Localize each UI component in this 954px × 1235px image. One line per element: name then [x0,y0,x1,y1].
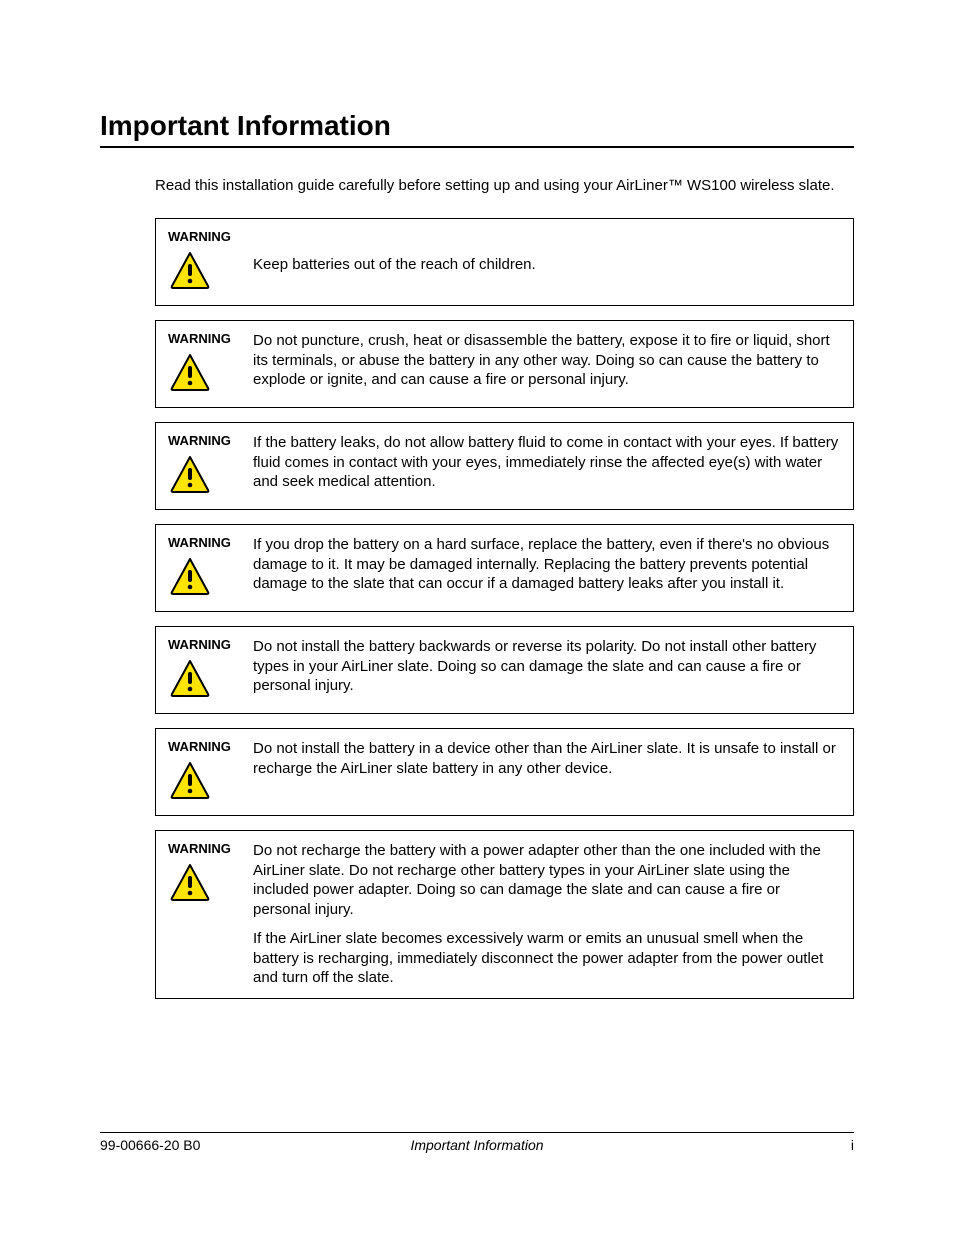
warning-box: WARNINGDo not puncture, crush, heat or d… [155,320,854,408]
warning-box: WARNINGIf you drop the battery on a hard… [155,524,854,612]
warning-left-column: WARNING [168,739,253,805]
page-footer: 99-00666-20 B0 Important Information i [100,1132,854,1153]
warning-paragraph: If you drop the battery on a hard surfac… [253,535,841,594]
page: Important Information Read this installa… [0,0,954,1235]
page-title: Important Information [100,110,854,148]
warning-box: WARNINGKeep batteries out of the reach o… [155,218,854,306]
warning-icon [168,862,253,907]
warnings-container: WARNINGKeep batteries out of the reach o… [100,218,854,999]
warning-left-column: WARNING [168,229,253,295]
warning-label: WARNING [168,331,253,346]
warning-body: Do not install the battery backwards or … [253,637,841,696]
warning-icon [168,760,253,805]
warning-paragraph: Do not install the battery in a device o… [253,739,841,778]
warning-paragraph: Do not puncture, crush, heat or disassem… [253,331,841,390]
warning-paragraph: Keep batteries out of the reach of child… [253,255,841,275]
warning-box: WARNINGDo not install the battery in a d… [155,728,854,816]
warning-label: WARNING [168,229,253,244]
warning-box: WARNINGDo not install the battery backwa… [155,626,854,714]
warning-label: WARNING [168,841,253,856]
warning-icon [168,556,253,601]
warning-body: Keep batteries out of the reach of child… [253,229,841,275]
warning-left-column: WARNING [168,433,253,499]
warning-left-column: WARNING [168,535,253,601]
warning-paragraph: Do not install the battery backwards or … [253,637,841,696]
warning-box: WARNINGDo not recharge the battery with … [155,830,854,999]
warning-body: Do not puncture, crush, heat or disassem… [253,331,841,390]
warning-label: WARNING [168,637,253,652]
warning-box: WARNINGIf the battery leaks, do not allo… [155,422,854,510]
warning-paragraph: Do not recharge the battery with a power… [253,841,841,919]
footer-left: 99-00666-20 B0 [100,1137,200,1153]
warning-icon [168,658,253,703]
warning-body: If the battery leaks, do not allow batte… [253,433,841,492]
footer-right: i [851,1137,854,1153]
warning-paragraph: If the battery leaks, do not allow batte… [253,433,841,492]
warning-left-column: WARNING [168,331,253,397]
intro-text: Read this installation guide carefully b… [155,176,854,196]
warning-left-column: WARNING [168,841,253,907]
warning-label: WARNING [168,535,253,550]
warning-label: WARNING [168,739,253,754]
footer-center: Important Information [410,1137,543,1153]
warning-body: Do not install the battery in a device o… [253,739,841,778]
warning-icon [168,352,253,397]
warning-body: Do not recharge the battery with a power… [253,841,841,988]
warning-icon [168,250,253,295]
warning-label: WARNING [168,433,253,448]
warning-left-column: WARNING [168,637,253,703]
warning-body: If you drop the battery on a hard surfac… [253,535,841,594]
warning-paragraph: If the AirLiner slate becomes excessivel… [253,929,841,988]
warning-icon [168,454,253,499]
